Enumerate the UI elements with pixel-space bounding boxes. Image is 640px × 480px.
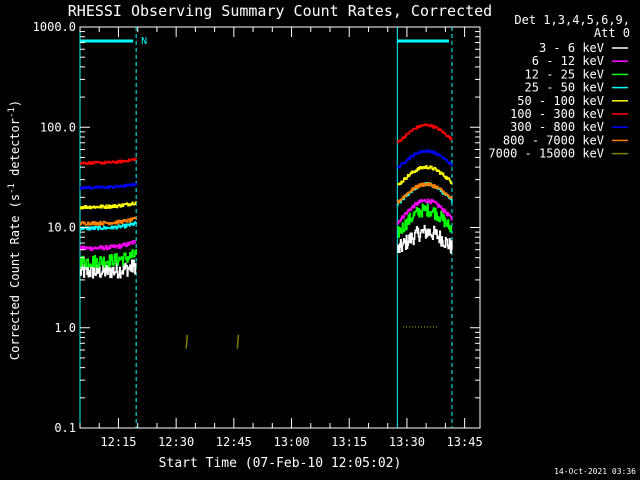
axes: 1000.0 100.0 10.0 1.0 0.1 12:15 12:30 12:45 13:0… — [33, 20, 483, 449]
series-line — [79, 157, 137, 165]
chart-title: RHESSI Observing Summary Count Rates, Co… — [68, 2, 492, 20]
x-tick-label: 12:30 — [158, 435, 194, 449]
x-tick-label: 13:00 — [273, 435, 309, 449]
y-axis-label: Corrected Count Rate (s-1 detector-1) — [7, 100, 22, 360]
series-line — [79, 182, 137, 190]
legend-entry-label: 100 - 300 keV — [510, 107, 604, 121]
series-6 — [79, 149, 453, 190]
legend-entry-label: 3 - 6 keV — [539, 41, 604, 55]
y-tick-label: 0.1 — [54, 421, 76, 435]
legend-header-line1: Det 1,3,4,5,6,9, — [514, 13, 630, 27]
x-tick-label: 12:15 — [100, 435, 136, 449]
series-8 — [185, 326, 438, 349]
series-2 — [79, 203, 453, 269]
timestamp: 14-Oct-2021 03:36 — [554, 467, 636, 476]
legend-entry-label: 12 - 25 keV — [525, 67, 604, 81]
series-line — [397, 198, 453, 225]
series-line — [79, 249, 137, 269]
series-4 — [79, 165, 453, 210]
series-layer — [79, 123, 453, 349]
legend-entry-label: 7000 - 15000 keV — [488, 147, 604, 161]
series-1 — [79, 198, 453, 251]
x-axis-label: Start Time (07-Feb-10 12:05:02) — [159, 456, 402, 471]
series-5 — [79, 123, 453, 165]
legend-entry-label: 50 - 100 keV — [517, 94, 604, 108]
night-marker: N — [141, 36, 147, 47]
series-line — [79, 259, 137, 279]
series-7 — [79, 181, 453, 226]
series-0 — [79, 224, 453, 279]
series-line — [397, 165, 453, 186]
y-tick-label: 1.0 — [54, 321, 76, 335]
series-line — [185, 334, 189, 349]
series-line — [236, 334, 240, 349]
series-line — [397, 181, 453, 204]
series-line — [79, 201, 137, 210]
legend-entry-label: 300 - 800 keV — [510, 120, 604, 134]
x-tick-label: 13:30 — [389, 435, 425, 449]
x-tick-label: 13:45 — [447, 435, 483, 449]
x-tick-label: 13:15 — [331, 435, 367, 449]
series-line — [397, 123, 453, 144]
series-line — [79, 240, 137, 251]
legend-header-line2: Att 0 — [594, 26, 630, 40]
x-tick-label: 12:45 — [216, 435, 252, 449]
y-tick-label: 1000.0 — [33, 20, 76, 34]
series-line — [79, 216, 137, 226]
y-tick-label: 10.0 — [47, 221, 76, 235]
y-tick-label: 100.0 — [40, 120, 76, 134]
series-line — [397, 224, 453, 254]
legend-entry-label: 6 - 12 keV — [532, 54, 604, 68]
svg-text:Corrected Count Rate (s-1 dete: Corrected Count Rate (s-1 detector-1) — [7, 100, 22, 360]
legend-entry-label: 800 - 7000 keV — [503, 133, 604, 147]
series-line — [397, 203, 453, 238]
series-line — [397, 149, 453, 169]
legend-entry-label: 25 - 50 keV — [525, 81, 604, 95]
